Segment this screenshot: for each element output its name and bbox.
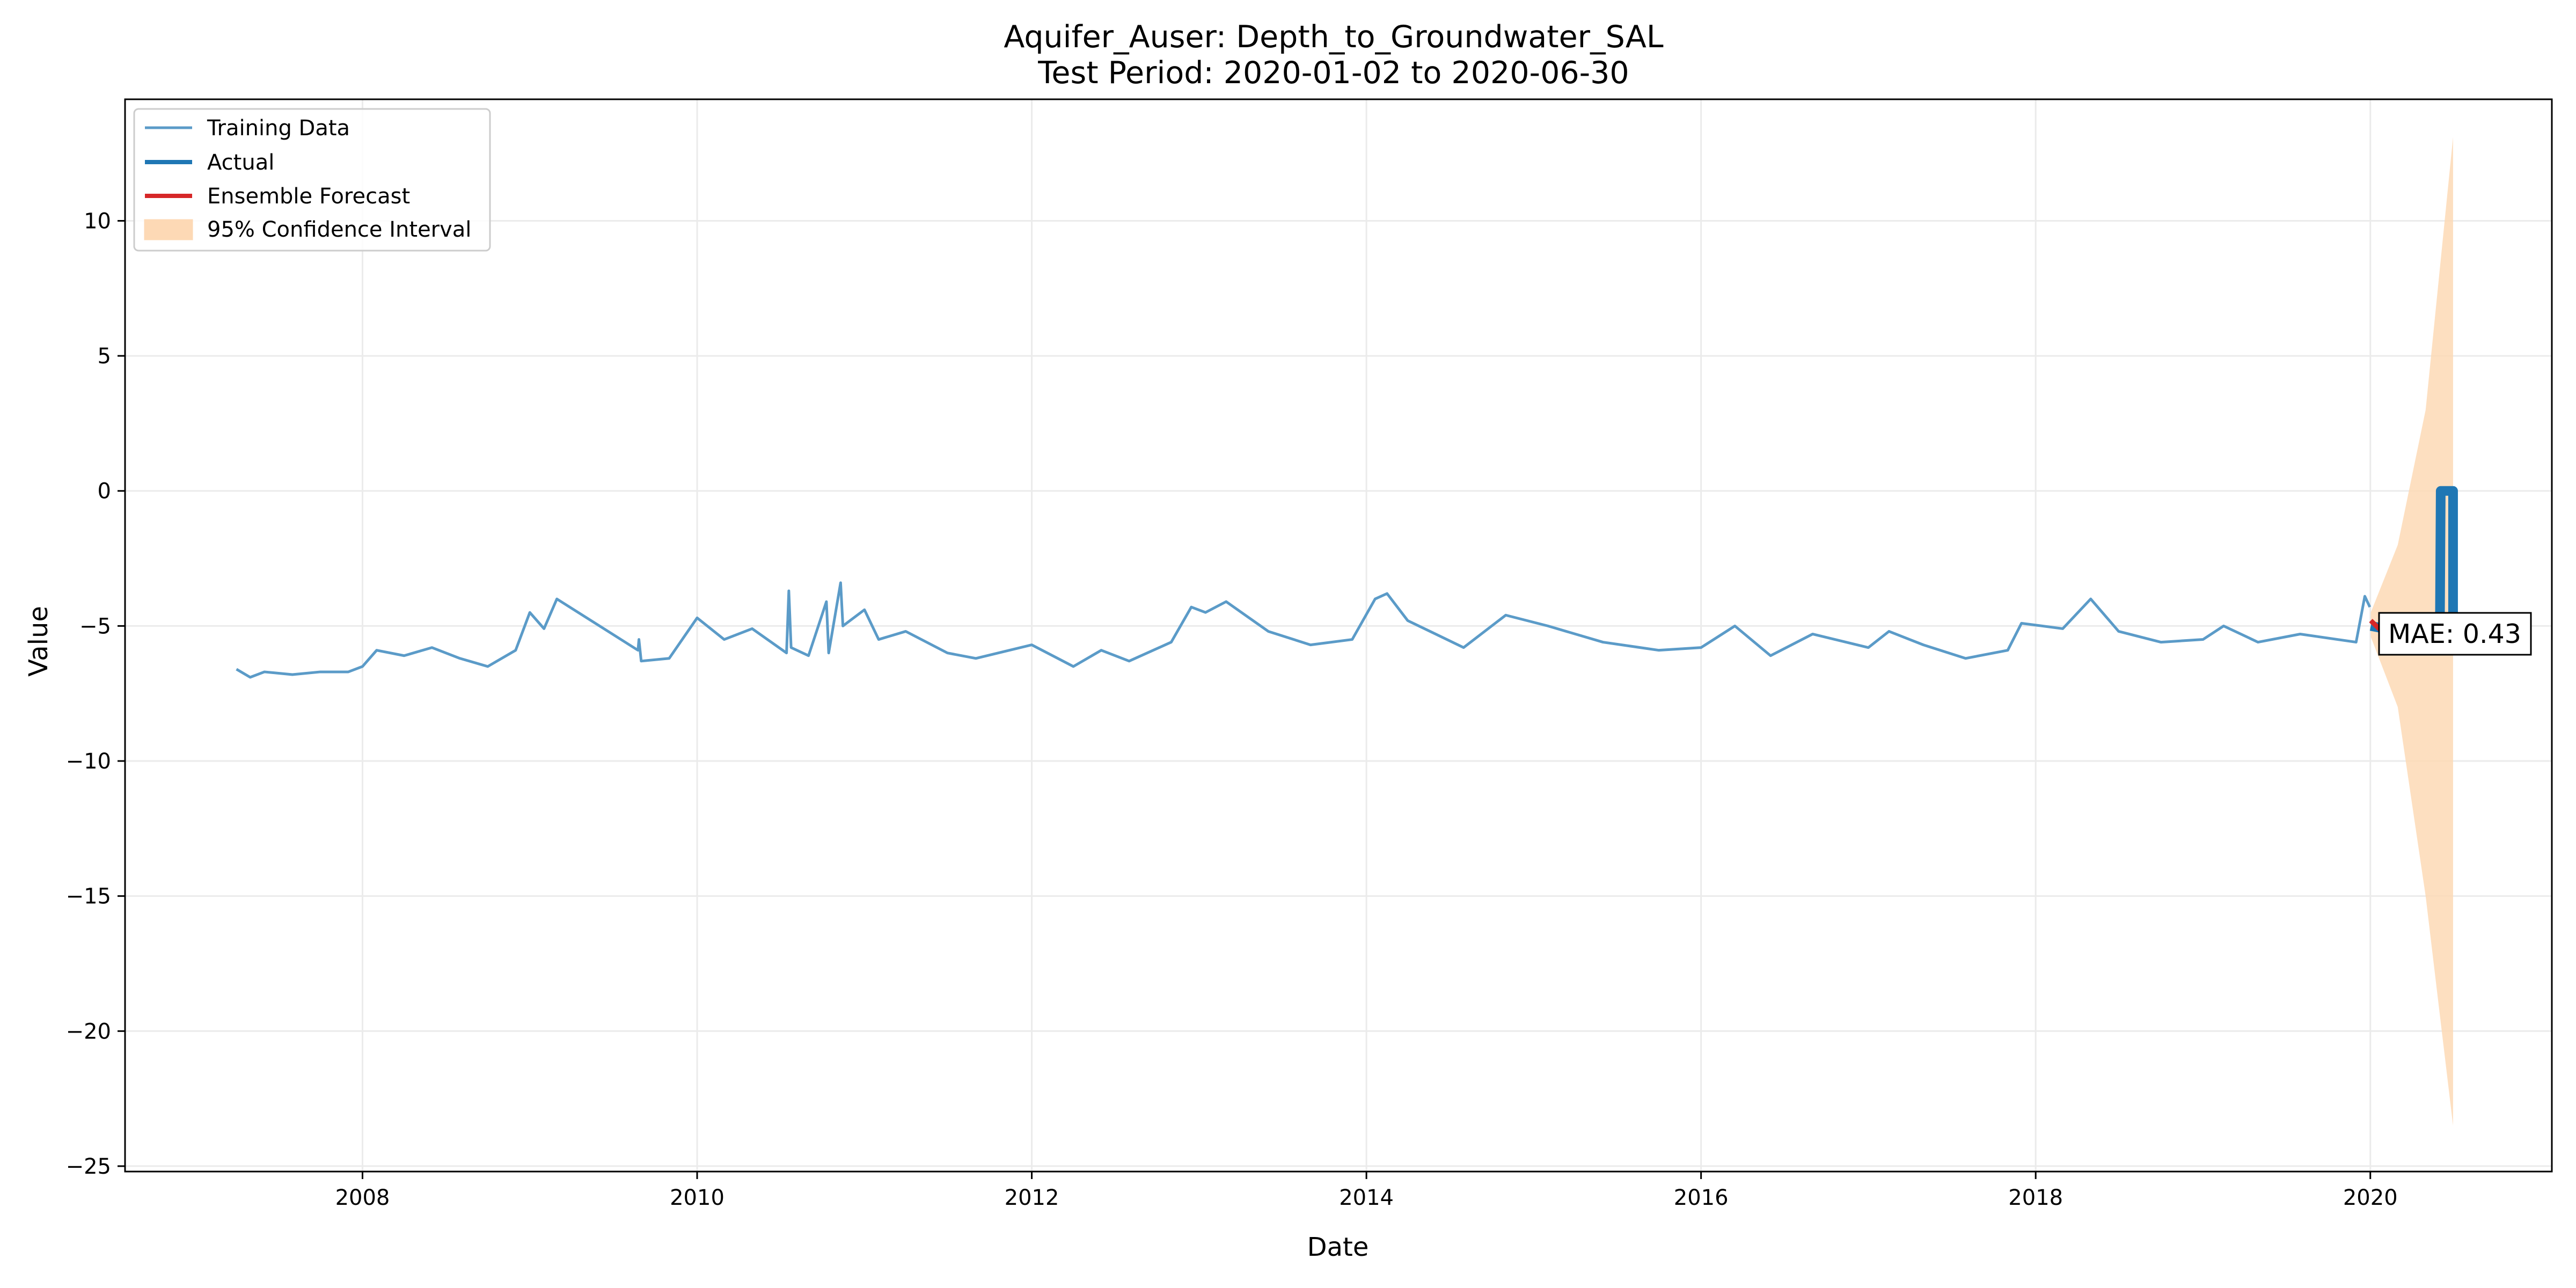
y-tick-label: −15 (66, 884, 111, 909)
legend-ci-swatch (144, 219, 193, 240)
y-tick-label: −5 (79, 614, 111, 639)
series-layer (236, 486, 2458, 679)
x-tick-label: 2014 (1339, 1185, 1394, 1210)
legend-ci-label: 95% Confidence Interval (207, 217, 471, 242)
grid (125, 99, 2552, 1172)
legend-box (133, 108, 491, 252)
x-axis-label: Date (1307, 1232, 1369, 1262)
x-tick-label: 2018 (2008, 1185, 2063, 1210)
x-tick-label: 2008 (335, 1185, 390, 1210)
legend: Training Data Actual Ensemble Forecast 9… (133, 108, 491, 252)
chart-title: Aquifer_Auser: Depth_to_Groundwater_SAL (1004, 19, 1663, 55)
y-tick-label: 10 (84, 209, 111, 233)
y-axis-label: Value (24, 606, 54, 677)
y-axis-ticks: 10 5 0 −5 −10 −15 −20 −25 (66, 209, 125, 1179)
legend-training-label: Training Data (207, 116, 350, 141)
mae-annotation-text: MAE: 0.43 (2388, 619, 2521, 649)
legend-actual-label: Actual (207, 150, 274, 175)
training-data-line (236, 581, 2372, 679)
mae-annotation: MAE: 0.43 (2378, 612, 2532, 656)
x-tick-label: 2016 (1674, 1185, 1729, 1210)
plot-frame (124, 98, 2553, 1173)
y-tick-label: 0 (98, 479, 111, 504)
chart-subtitle: Test Period: 2020-01-02 to 2020-06-30 (1037, 55, 1629, 91)
x-tick-label: 2020 (2343, 1185, 2398, 1210)
y-tick-label: 5 (98, 344, 111, 369)
y-tick-label: −10 (66, 749, 111, 774)
y-tick-label: −20 (66, 1019, 111, 1044)
y-tick-label: −25 (66, 1154, 111, 1179)
x-tick-label: 2012 (1005, 1185, 1059, 1210)
legend-forecast-label: Ensemble Forecast (207, 184, 410, 209)
mae-annotation-box (2378, 612, 2532, 656)
x-tick-label: 2010 (670, 1185, 724, 1210)
x-axis-ticks: 2008 2010 2012 2014 2016 2018 2020 (335, 1172, 2398, 1210)
